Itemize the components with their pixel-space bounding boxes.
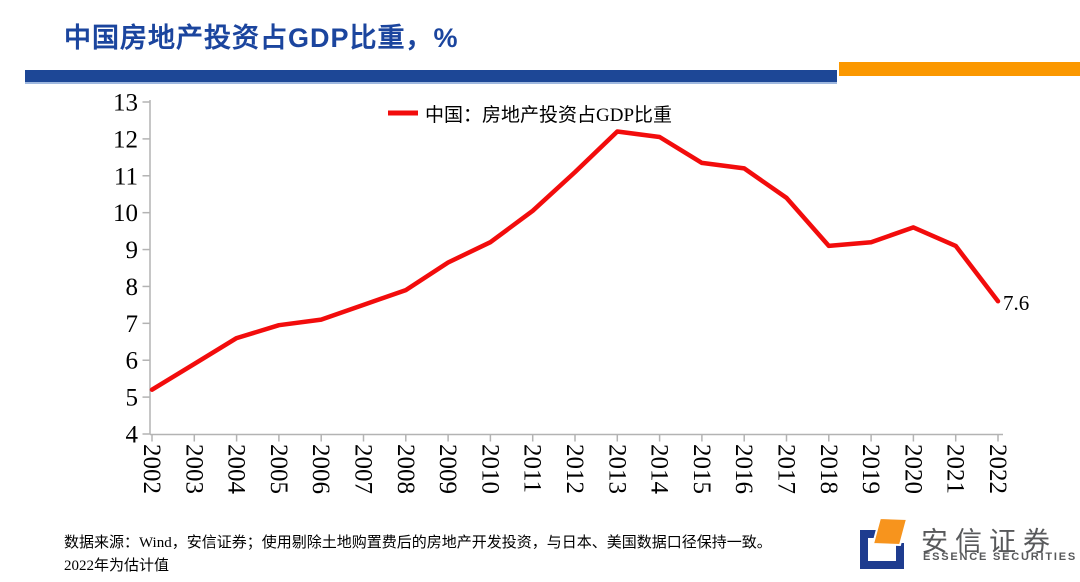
x-tick-label: 2011 [519,444,546,493]
x-tick-label: 2005 [265,444,292,494]
x-tick-label: 2012 [561,444,588,494]
company-logo: 安信证券 ESSENCE SECURITIES [857,516,1075,572]
essence-securities-logo-icon [860,516,909,569]
series-line [149,129,1001,392]
title-divider-blue-bar [25,70,837,84]
x-tick-label: 2010 [476,444,503,494]
y-tick-label: 9 [126,237,139,264]
end-value-label: 7.6 [1003,291,1029,315]
x-tick-label: 2021 [942,444,969,494]
title-divider-orange-bar [839,62,1080,76]
x-tick-label: 2009 [434,444,461,494]
x-tick-label: 2020 [899,444,926,494]
x-tick-label: 2008 [392,444,419,494]
x-tick-label: 2019 [857,444,884,494]
x-tick-label: 2003 [180,444,207,494]
x-tick-label: 2007 [350,444,377,494]
source-note-line1: 数据来源：Wind，安信证券；使用剔除土地购置费后的房地产开发投资，与日本、美国… [64,535,772,551]
legend-label: 中国：房地产投资占GDP比重 [425,104,672,126]
x-tick-label: 2013 [603,444,630,494]
logo-company-name: 安信证券 [921,527,1057,557]
y-tick-label: 7 [126,311,139,338]
y-tick-label: 10 [113,200,138,227]
y-tick-label: 4 [126,422,139,449]
x-tick-label: 2022 [984,444,1011,494]
y-tick-label: 5 [126,385,139,412]
y-tick-label: 12 [113,126,138,153]
y-tick-label: 11 [114,163,138,190]
x-tick-label: 2004 [223,444,250,495]
source-note: 数据来源：Wind，安信证券；使用剔除土地购置费后的房地产开发投资，与日本、美国… [64,532,864,578]
logo-company-name-en: ESSENCE SECURITIES [923,551,1078,563]
x-tick-label: 2018 [815,444,842,494]
source-note-line2: 2022年为估计值 [64,558,170,574]
y-tick-label: 6 [126,348,139,375]
x-tick-label: 2016 [730,444,757,494]
x-tick-label: 2017 [773,444,800,494]
y-tick-label: 8 [126,274,139,301]
x-tick-label: 2014 [646,444,673,495]
page-title: 中国房地产投资占GDP比重，% [64,23,459,53]
x-tick-label: 2015 [688,444,715,494]
x-tick-label: 2002 [138,444,165,494]
x-tick-label: 2006 [307,444,334,494]
y-tick-label: 13 [113,90,138,117]
